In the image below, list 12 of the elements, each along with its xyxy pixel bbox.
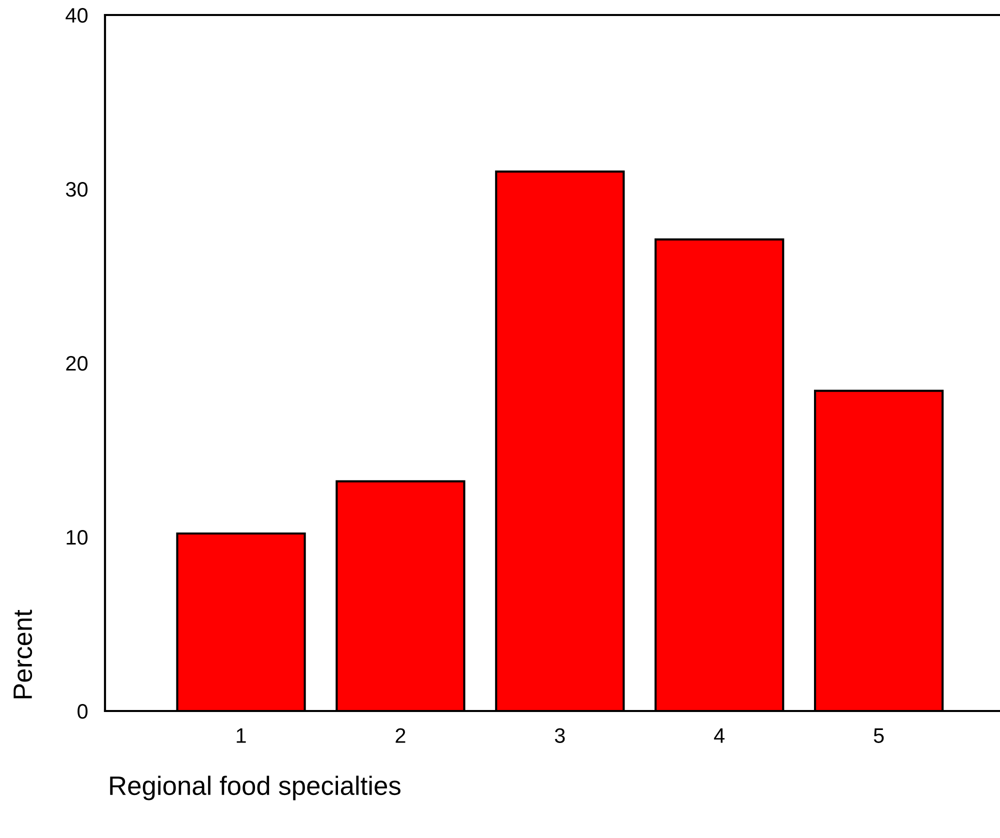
y-tick-label: 0 (78, 704, 88, 719)
x-axis-title: Regional food specialties (110, 776, 400, 800)
y-tick-label: 20 (66, 356, 88, 371)
y-tick-label: 10 (66, 530, 88, 545)
y-axis-title: Percent (14, 610, 32, 698)
x-tick-label: 3 (554, 728, 565, 743)
x-tick-label: 4 (714, 728, 725, 743)
y-tick-label: 40 (66, 8, 88, 23)
y-tick-label: 30 (66, 182, 88, 197)
x-tick-label: 5 (874, 728, 884, 743)
x-tick-label: 1 (236, 728, 246, 743)
x-tick-label: 2 (396, 728, 406, 743)
